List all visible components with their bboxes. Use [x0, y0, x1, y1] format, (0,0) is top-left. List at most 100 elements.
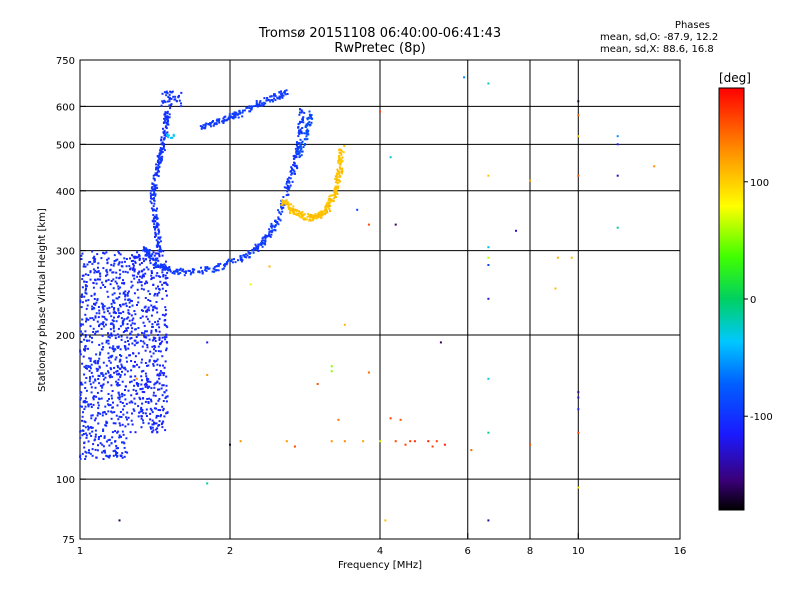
data-point — [89, 383, 92, 386]
data-point — [470, 449, 473, 452]
data-point — [100, 302, 103, 305]
data-point — [330, 200, 333, 203]
data-point — [140, 408, 143, 411]
data-point — [294, 147, 297, 150]
data-point — [139, 410, 142, 413]
data-point — [266, 97, 269, 99]
data-point — [144, 305, 147, 308]
data-point — [90, 391, 93, 394]
data-point — [141, 270, 143, 273]
data-point — [96, 253, 99, 256]
data-point — [303, 111, 306, 114]
data-point — [157, 175, 160, 178]
data-point — [124, 293, 127, 296]
data-point — [166, 134, 168, 137]
data-point — [82, 411, 84, 414]
data-point — [161, 100, 164, 103]
data-point — [124, 450, 127, 453]
data-point — [140, 284, 143, 287]
data-point — [144, 412, 147, 415]
data-point — [101, 414, 104, 417]
data-point — [144, 349, 147, 352]
data-point — [274, 224, 277, 227]
data-point — [338, 158, 341, 161]
data-point — [192, 270, 194, 273]
data-point — [84, 387, 87, 389]
data-point — [108, 454, 111, 457]
data-point — [97, 316, 100, 319]
data-point — [301, 110, 304, 113]
data-point — [487, 431, 490, 434]
data-point — [306, 123, 309, 126]
data-point — [200, 127, 203, 130]
data-point — [367, 223, 370, 226]
data-point — [155, 261, 157, 264]
data-point — [107, 339, 110, 342]
data-point — [280, 204, 283, 207]
data-point — [125, 317, 128, 320]
data-point — [166, 271, 169, 274]
data-point — [87, 365, 90, 368]
data-point — [296, 167, 299, 170]
data-point — [90, 363, 93, 366]
data-point — [120, 454, 123, 457]
data-point — [217, 264, 220, 267]
data-point — [91, 305, 94, 308]
data-point — [89, 357, 92, 360]
data-point — [111, 347, 114, 350]
data-point — [121, 452, 124, 455]
data-point — [122, 433, 125, 436]
x-axis: 1 2 4 6 8 10 16 — [77, 533, 686, 557]
data-point — [234, 261, 237, 264]
data-point — [334, 188, 337, 191]
data-point — [111, 293, 114, 296]
data-point — [94, 359, 97, 362]
data-point — [95, 367, 98, 370]
data-point — [323, 213, 326, 216]
data-point — [178, 99, 181, 102]
data-point — [100, 327, 103, 330]
data-point — [133, 310, 136, 313]
data-point — [144, 272, 147, 275]
data-point — [81, 293, 83, 296]
y-tick-label: 500 — [56, 140, 75, 151]
data-point — [164, 313, 167, 316]
data-point — [84, 335, 87, 338]
data-point — [148, 293, 151, 295]
data-point — [92, 286, 95, 289]
data-point — [155, 416, 158, 419]
data-point — [128, 401, 131, 404]
x-tick-label: 2 — [227, 546, 233, 557]
data-point — [306, 128, 309, 131]
data-point — [153, 407, 156, 410]
data-point — [149, 426, 152, 429]
data-point — [101, 323, 104, 326]
data-point — [126, 451, 129, 454]
data-point — [114, 348, 117, 351]
data-point — [234, 116, 237, 119]
data-point — [268, 265, 271, 268]
data-point — [98, 436, 100, 438]
data-point — [137, 405, 140, 408]
data-point — [299, 108, 302, 111]
data-point — [91, 317, 94, 320]
data-point — [133, 397, 136, 400]
data-point — [177, 273, 180, 276]
data-point — [150, 387, 153, 390]
data-point — [170, 104, 172, 107]
data-point — [149, 412, 152, 415]
data-point — [95, 353, 98, 356]
data-point — [125, 437, 128, 440]
data-point — [142, 397, 144, 400]
data-point — [158, 420, 161, 423]
data-point — [336, 185, 339, 188]
data-point — [338, 170, 341, 173]
data-point — [98, 309, 101, 312]
data-point — [158, 241, 160, 244]
data-point — [343, 145, 346, 148]
data-point — [106, 258, 109, 261]
data-point — [161, 426, 164, 429]
data-point — [172, 133, 175, 136]
data-point — [162, 384, 165, 387]
